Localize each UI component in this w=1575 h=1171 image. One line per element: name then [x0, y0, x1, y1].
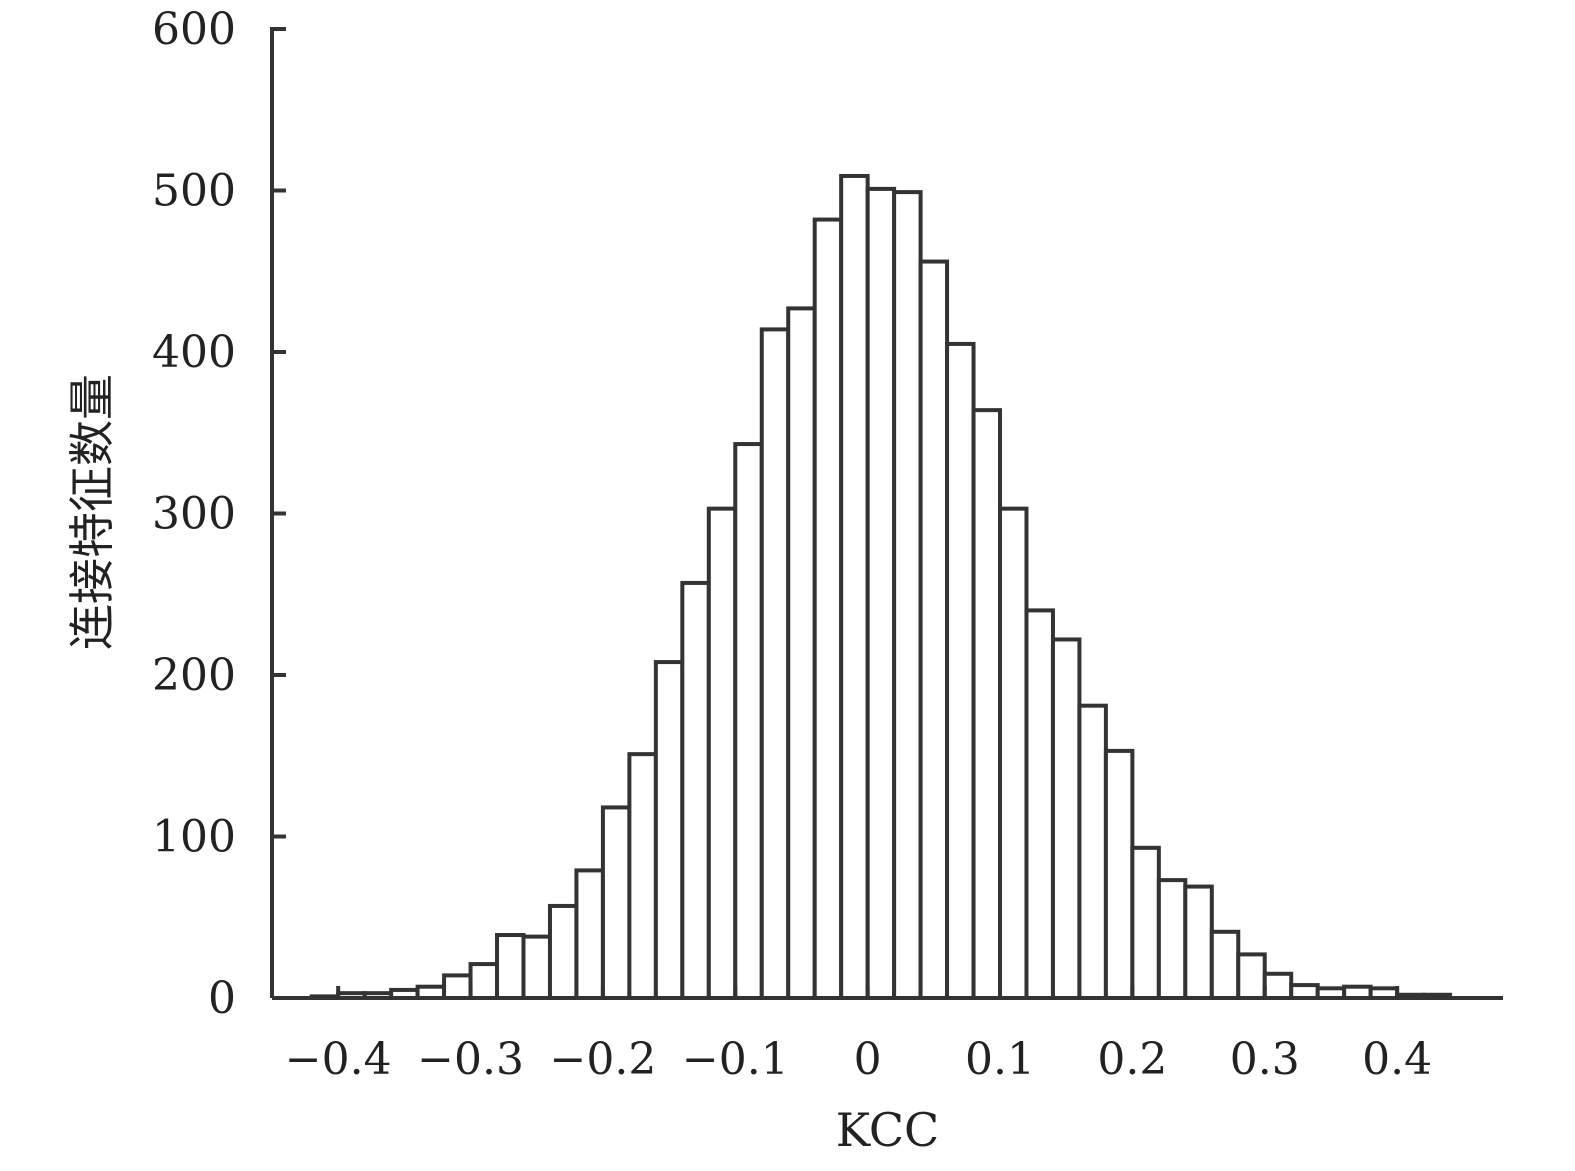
- x-tick-label: −0.3: [417, 1034, 524, 1085]
- histogram-bar: [998, 506, 1029, 1000]
- x-tick-label: −0.4: [285, 1034, 392, 1085]
- histogram-bar: [653, 660, 685, 1001]
- y-tick-label: 200: [152, 650, 236, 701]
- y-tick-label: 300: [152, 489, 236, 540]
- y-tick-label: 600: [152, 4, 236, 55]
- histogram-bar: [892, 190, 923, 1001]
- histogram-bar: [971, 408, 1003, 1000]
- histogram-bar: [521, 934, 552, 1001]
- histogram-bar: [627, 752, 658, 1001]
- x-axis-title: KCC: [836, 1103, 940, 1157]
- histogram-bar: [706, 506, 738, 1000]
- x-tick-label: 0.1: [965, 1034, 1035, 1085]
- y-axis-title: 连接特征数量: [65, 374, 119, 650]
- histogram-bar: [547, 903, 579, 1001]
- bars-group: [309, 173, 1453, 1001]
- histogram-bar: [1077, 703, 1108, 1000]
- histogram-bar: [918, 259, 950, 1000]
- histogram-bar: [1103, 748, 1135, 1001]
- y-tick-label: 0: [208, 973, 236, 1024]
- x-tick-label: 0.3: [1230, 1034, 1300, 1085]
- histogram-bar: [1209, 929, 1241, 1000]
- histogram-bar: [495, 933, 526, 1001]
- histogram-bar: [786, 306, 817, 1000]
- histogram-bar: [759, 327, 791, 1000]
- histogram-bar: [865, 186, 897, 1000]
- histogram-bar: [600, 805, 632, 1000]
- y-tick-label: 500: [152, 166, 236, 217]
- histogram-bar: [442, 973, 473, 1001]
- histogram-bar: [1236, 952, 1267, 1001]
- x-tick-label: 0: [854, 1034, 882, 1085]
- x-tick-label: 0.2: [1097, 1034, 1167, 1085]
- histogram-bar: [945, 341, 976, 1000]
- histogram-bar: [1262, 971, 1294, 1001]
- x-ticks-group: −0.4 −0.3 −0.2 −0.1 0 0.1 0.2 0.3 0.4: [285, 986, 1432, 1085]
- histogram-bar: [1130, 845, 1161, 1000]
- x-tick-label: −0.2: [549, 1034, 656, 1085]
- histogram-bar: [839, 173, 870, 1000]
- histogram-bar: [1024, 608, 1055, 1001]
- histogram-bar: [680, 580, 711, 1000]
- y-tick-label: 400: [152, 327, 236, 378]
- histogram-bar: [812, 217, 844, 1000]
- histogram-bar: [574, 868, 605, 1000]
- x-tick-label: −0.1: [682, 1034, 789, 1085]
- histogram-bar: [1183, 884, 1214, 1000]
- histogram-bar: [733, 442, 764, 1000]
- histogram-bar: [1050, 637, 1082, 1000]
- y-ticks-group: 0 100 200 300 400 500 600: [152, 4, 286, 1024]
- y-tick-label: 100: [152, 812, 236, 863]
- histogram-bar: [468, 962, 500, 1001]
- histogram-bar: [1156, 878, 1188, 1000]
- x-tick-label: 0.4: [1362, 1034, 1432, 1085]
